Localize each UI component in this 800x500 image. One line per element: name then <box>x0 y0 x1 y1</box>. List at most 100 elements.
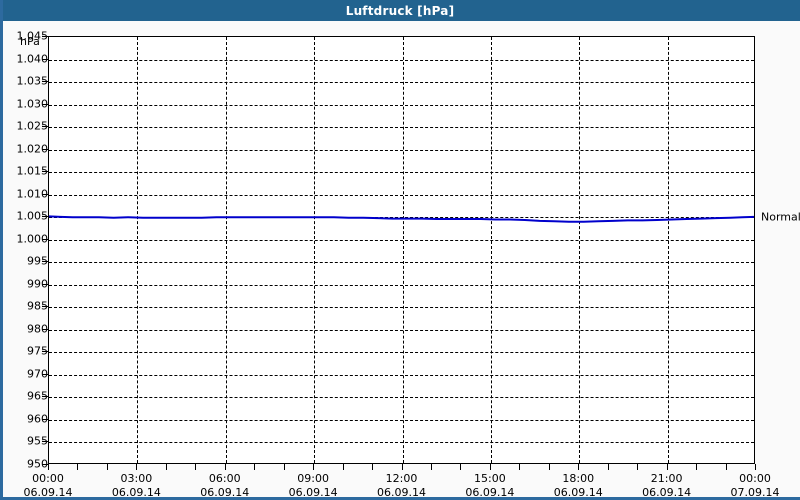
x-axis-tick-mark <box>430 464 432 470</box>
gridline-vertical <box>667 37 669 463</box>
gridline-horizontal <box>49 397 754 399</box>
y-axis-tick-mark <box>42 148 48 150</box>
y-axis-tick-mark <box>42 36 48 37</box>
x-axis-tick-label: 03:00 06.09.14 <box>111 472 161 499</box>
series-legend-label: Normal <box>761 210 800 224</box>
gridline-horizontal <box>49 284 754 286</box>
x-axis-tick-mark <box>548 464 550 470</box>
gridline-vertical <box>314 37 316 463</box>
x-axis-time-label: 00:00 <box>739 472 771 485</box>
x-axis-tick-label: 00:00 06.09.14 <box>23 472 73 499</box>
x-axis-time-label: 06:00 <box>208 472 241 485</box>
gridline-vertical <box>402 37 404 463</box>
gridline-horizontal <box>49 194 754 196</box>
gridline-horizontal <box>49 374 754 376</box>
gridline-horizontal <box>49 104 754 106</box>
x-axis-tick-mark <box>77 464 79 470</box>
y-axis-tick-label: 1.005 <box>16 209 49 223</box>
x-axis-time-label: 00:00 <box>32 472 64 485</box>
x-axis-tick-mark <box>165 464 167 470</box>
gridline-horizontal <box>49 329 754 331</box>
y-axis-tick-label: 995 <box>27 254 48 268</box>
x-axis-tick-mark <box>372 464 374 470</box>
x-axis-tick-mark <box>637 464 639 470</box>
x-axis-tick-mark <box>725 464 727 470</box>
x-axis-date-label: 06.09.14 <box>642 486 692 499</box>
x-axis-tick-mark <box>696 464 698 470</box>
x-axis-date-label: 06.09.14 <box>200 486 250 499</box>
x-axis-tick-mark <box>607 464 609 470</box>
x-axis-date-label: 07.09.14 <box>730 486 780 499</box>
page-title: Luftdruck [hPa] <box>345 3 455 18</box>
chart-canvas: hPa 1.045 1.040 1.035 1.030 1.025 1.020 1.015 1… <box>3 21 800 497</box>
x-axis-tick-mark <box>519 464 521 470</box>
x-axis-date-label: 06.09.14 <box>23 486 73 499</box>
x-axis-tick-label: 12:00 06.09.14 <box>377 472 426 499</box>
gridline-horizontal <box>49 59 754 61</box>
y-axis-tick-label: 985 <box>27 299 48 313</box>
x-axis-tick-mark <box>489 464 491 470</box>
gridline-vertical <box>579 37 581 463</box>
y-axis-tick-label: 1.045 <box>16 29 49 43</box>
gridline-horizontal <box>49 127 754 129</box>
plot-area <box>48 36 755 464</box>
x-axis-time-label: 18:00 <box>562 472 595 485</box>
y-axis-tick-mark <box>42 351 48 353</box>
y-axis-tick-label: 1.030 <box>16 97 49 111</box>
x-axis-date-label: 06.09.14 <box>553 486 603 499</box>
y-axis-tick-mark <box>42 81 48 83</box>
x-axis-tick-label: 00:00 07.09.14 <box>730 472 780 499</box>
y-axis-tick-label: 975 <box>27 344 48 358</box>
x-axis-tick-mark <box>666 464 668 470</box>
y-axis-tick-mark <box>42 238 48 240</box>
x-axis-time-label: 03:00 <box>120 472 153 485</box>
x-axis-time-label: 09:00 <box>297 472 329 485</box>
window-title-bar: Luftdruck [hPa] <box>3 0 800 21</box>
y-axis-tick-mark <box>42 396 48 398</box>
y-axis-tick-label: 1.010 <box>16 187 49 201</box>
x-axis-time-label: 21:00 <box>650 472 683 485</box>
y-axis-tick-mark <box>42 261 48 263</box>
x-axis-date-label: 06.09.14 <box>465 486 515 499</box>
y-axis-tick-label: 1.020 <box>16 142 49 156</box>
gridline-horizontal <box>49 82 754 84</box>
gridline-horizontal <box>49 352 754 354</box>
y-axis-tick-label: 1.035 <box>16 74 49 88</box>
gridline-horizontal <box>49 172 754 174</box>
y-axis-tick-mark <box>42 193 48 195</box>
y-axis-tick-mark <box>42 171 48 173</box>
y-axis-tick-mark <box>42 464 48 465</box>
y-axis-tick-label: 950 <box>27 457 48 471</box>
gridline-vertical <box>490 37 492 463</box>
y-axis-tick-mark <box>42 418 48 420</box>
y-axis-tick-label: 980 <box>27 322 48 336</box>
x-axis-tick-mark <box>755 464 756 470</box>
y-axis-tick-label: 965 <box>27 389 48 403</box>
x-axis-tick-label: 06:00 06.09.14 <box>200 472 250 499</box>
x-axis-date-label: 06.09.14 <box>111 486 161 499</box>
x-axis-date-label: 06.09.14 <box>377 486 426 499</box>
x-axis-tick-mark <box>254 464 256 470</box>
y-axis-tick-mark <box>42 216 48 218</box>
x-axis-tick-mark <box>578 464 580 470</box>
y-axis-tick-mark <box>42 441 48 443</box>
x-axis-tick-label: 15:00 06.09.14 <box>465 472 515 499</box>
y-axis-unit-label: hPa <box>20 35 40 48</box>
x-axis-tick-mark <box>401 464 403 470</box>
x-axis-time-label: 12:00 <box>385 472 418 485</box>
y-axis-tick-mark <box>42 58 48 60</box>
gridline-horizontal <box>49 262 754 264</box>
gridline-vertical <box>225 37 227 463</box>
x-axis-tick-label: 21:00 06.09.14 <box>642 472 692 499</box>
x-axis-tick-mark <box>224 464 226 470</box>
y-axis-tick-label: 1.015 <box>16 164 49 178</box>
gridline-horizontal <box>49 239 754 241</box>
y-axis-tick-mark <box>42 283 48 285</box>
y-axis-tick-mark <box>42 328 48 330</box>
x-axis-time-label: 15:00 <box>474 472 506 485</box>
y-axis-tick-mark <box>42 126 48 128</box>
x-axis-tick-mark <box>460 464 462 470</box>
gridline-horizontal <box>49 307 754 309</box>
y-axis-tick-label: 1.000 <box>16 232 49 246</box>
